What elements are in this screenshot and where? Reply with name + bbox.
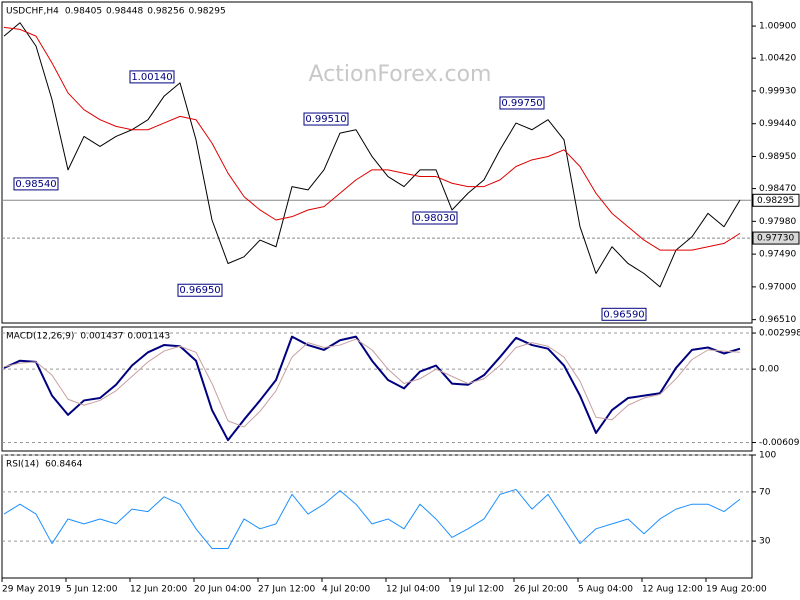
annotation-box	[13, 177, 59, 191]
annotation-box	[303, 112, 349, 126]
panel-title-value: 0.001143	[127, 332, 170, 342]
y-tick-label: -0.006097	[759, 438, 800, 448]
x-tick-label: 5 Aug 04:00	[578, 585, 633, 595]
annotation-label: 0.99750	[501, 98, 542, 109]
y-tick-label: 0.97000	[759, 282, 796, 292]
panel-title-value: 0.98256	[147, 7, 184, 17]
panel-title-value: 0.98295	[188, 7, 225, 17]
annotation-box	[601, 307, 647, 321]
x-tick-label: 12 Aug 12:00	[642, 585, 703, 595]
y-tick-label: 0.98470	[759, 184, 796, 194]
y-tick-label: 0.00	[759, 365, 779, 375]
x-tick-label: 27 Jun 12:00	[258, 585, 315, 595]
x-tick-label: 29 May 2019	[2, 585, 61, 595]
price-label-box	[752, 193, 800, 207]
y-tick-label: 100	[759, 451, 776, 461]
x-tick-label: 19 Jul 12:00	[450, 585, 504, 595]
x-tick-label: 4 Jul 20:00	[322, 585, 371, 595]
annotation-label: 0.98030	[414, 213, 455, 224]
annotation-label: 0.98540	[15, 179, 56, 190]
y-tick-label: 0.99440	[759, 119, 796, 129]
y-tick-label: 1.00420	[759, 54, 796, 64]
rsi-panel	[1, 454, 753, 579]
y-tick-label: 70	[759, 487, 771, 497]
price-label: 0.98295	[757, 196, 794, 206]
series-line	[3, 26, 741, 251]
y-tick-label: 0.98950	[759, 152, 796, 162]
annotation-box	[412, 211, 458, 225]
price-label: 0.97730	[757, 234, 794, 244]
x-tick-label: 12 Jul 04:00	[386, 585, 440, 595]
annotation-label: 1.00140	[131, 72, 172, 83]
series-line	[3, 338, 741, 428]
series-line	[3, 22, 741, 288]
panel-title-value: 60.8464	[45, 460, 82, 470]
x-tick-label: 20 Jun 04:00	[194, 585, 251, 595]
macd-panel	[1, 326, 753, 452]
panel-title-value: 0.98448	[106, 7, 143, 17]
panel-title-value: 0.001437	[80, 332, 123, 342]
x-tick-label: 19 Aug 20:00	[706, 585, 767, 595]
series-line	[3, 488, 741, 549]
panel-title: USDCHF,H4	[6, 7, 59, 17]
panel-title: MACD(12,26,9)	[6, 332, 74, 342]
y-tick-label: 0.97490	[759, 250, 796, 260]
x-tick-label: 5 Jun 12:00	[66, 585, 118, 595]
price-label-box	[752, 231, 800, 245]
annotation-box	[129, 70, 175, 84]
annotation-label: 0.99510	[305, 114, 346, 125]
annotation-label: 0.96590	[603, 309, 644, 320]
y-tick-label: 0.97980	[759, 217, 796, 227]
annotation-label: 0.96950	[179, 285, 220, 296]
y-tick-label: 0.99930	[759, 86, 796, 96]
y-tick-label: 30	[759, 537, 771, 547]
x-tick-label: 12 Jun 20:00	[130, 585, 187, 595]
annotation-box	[499, 96, 545, 110]
y-tick-label: 0.002998	[759, 329, 800, 339]
panel-title-value: 0.98405	[65, 7, 102, 17]
series-line	[3, 335, 741, 442]
watermark: ActionForex.com	[309, 62, 492, 87]
x-tick-label: 26 Jul 20:00	[514, 585, 568, 595]
annotation-box	[177, 283, 223, 297]
y-tick-label: 1.00900	[759, 22, 796, 32]
y-tick-label: 0.96510	[759, 315, 796, 325]
panel-title: RSI(14)	[6, 460, 39, 470]
price-panel	[1, 1, 753, 324]
